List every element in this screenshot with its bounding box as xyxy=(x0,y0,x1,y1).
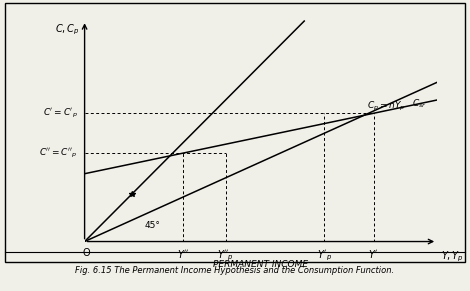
Text: PERMANENT INCOME: PERMANENT INCOME xyxy=(213,260,308,269)
Text: $Y'_p$: $Y'_p$ xyxy=(317,248,332,262)
Text: $C, C_p$: $C, C_p$ xyxy=(55,23,79,37)
Text: 45°: 45° xyxy=(144,221,160,230)
Text: $C_{sr}$: $C_{sr}$ xyxy=(413,97,427,110)
Text: $C'{\rm =}C'_p$: $C'{\rm =}C'_p$ xyxy=(43,107,78,120)
Text: Fig. 6.15 The Permanent Income Hypothesis and the Consumption Function.: Fig. 6.15 The Permanent Income Hypothesi… xyxy=(76,266,394,275)
Text: $C_p{=}nY_p$: $C_p{=}nY_p$ xyxy=(367,100,405,113)
Text: $Y''$: $Y''$ xyxy=(177,248,189,260)
Text: $C''{\rm =}C''_p$: $C''{\rm =}C''_p$ xyxy=(39,146,78,160)
Text: $Y, Y_p$: $Y, Y_p$ xyxy=(441,249,463,264)
Text: $Y''_p$: $Y''_p$ xyxy=(217,248,234,262)
Text: $Y'$: $Y'$ xyxy=(368,248,379,260)
Text: O: O xyxy=(83,248,90,258)
